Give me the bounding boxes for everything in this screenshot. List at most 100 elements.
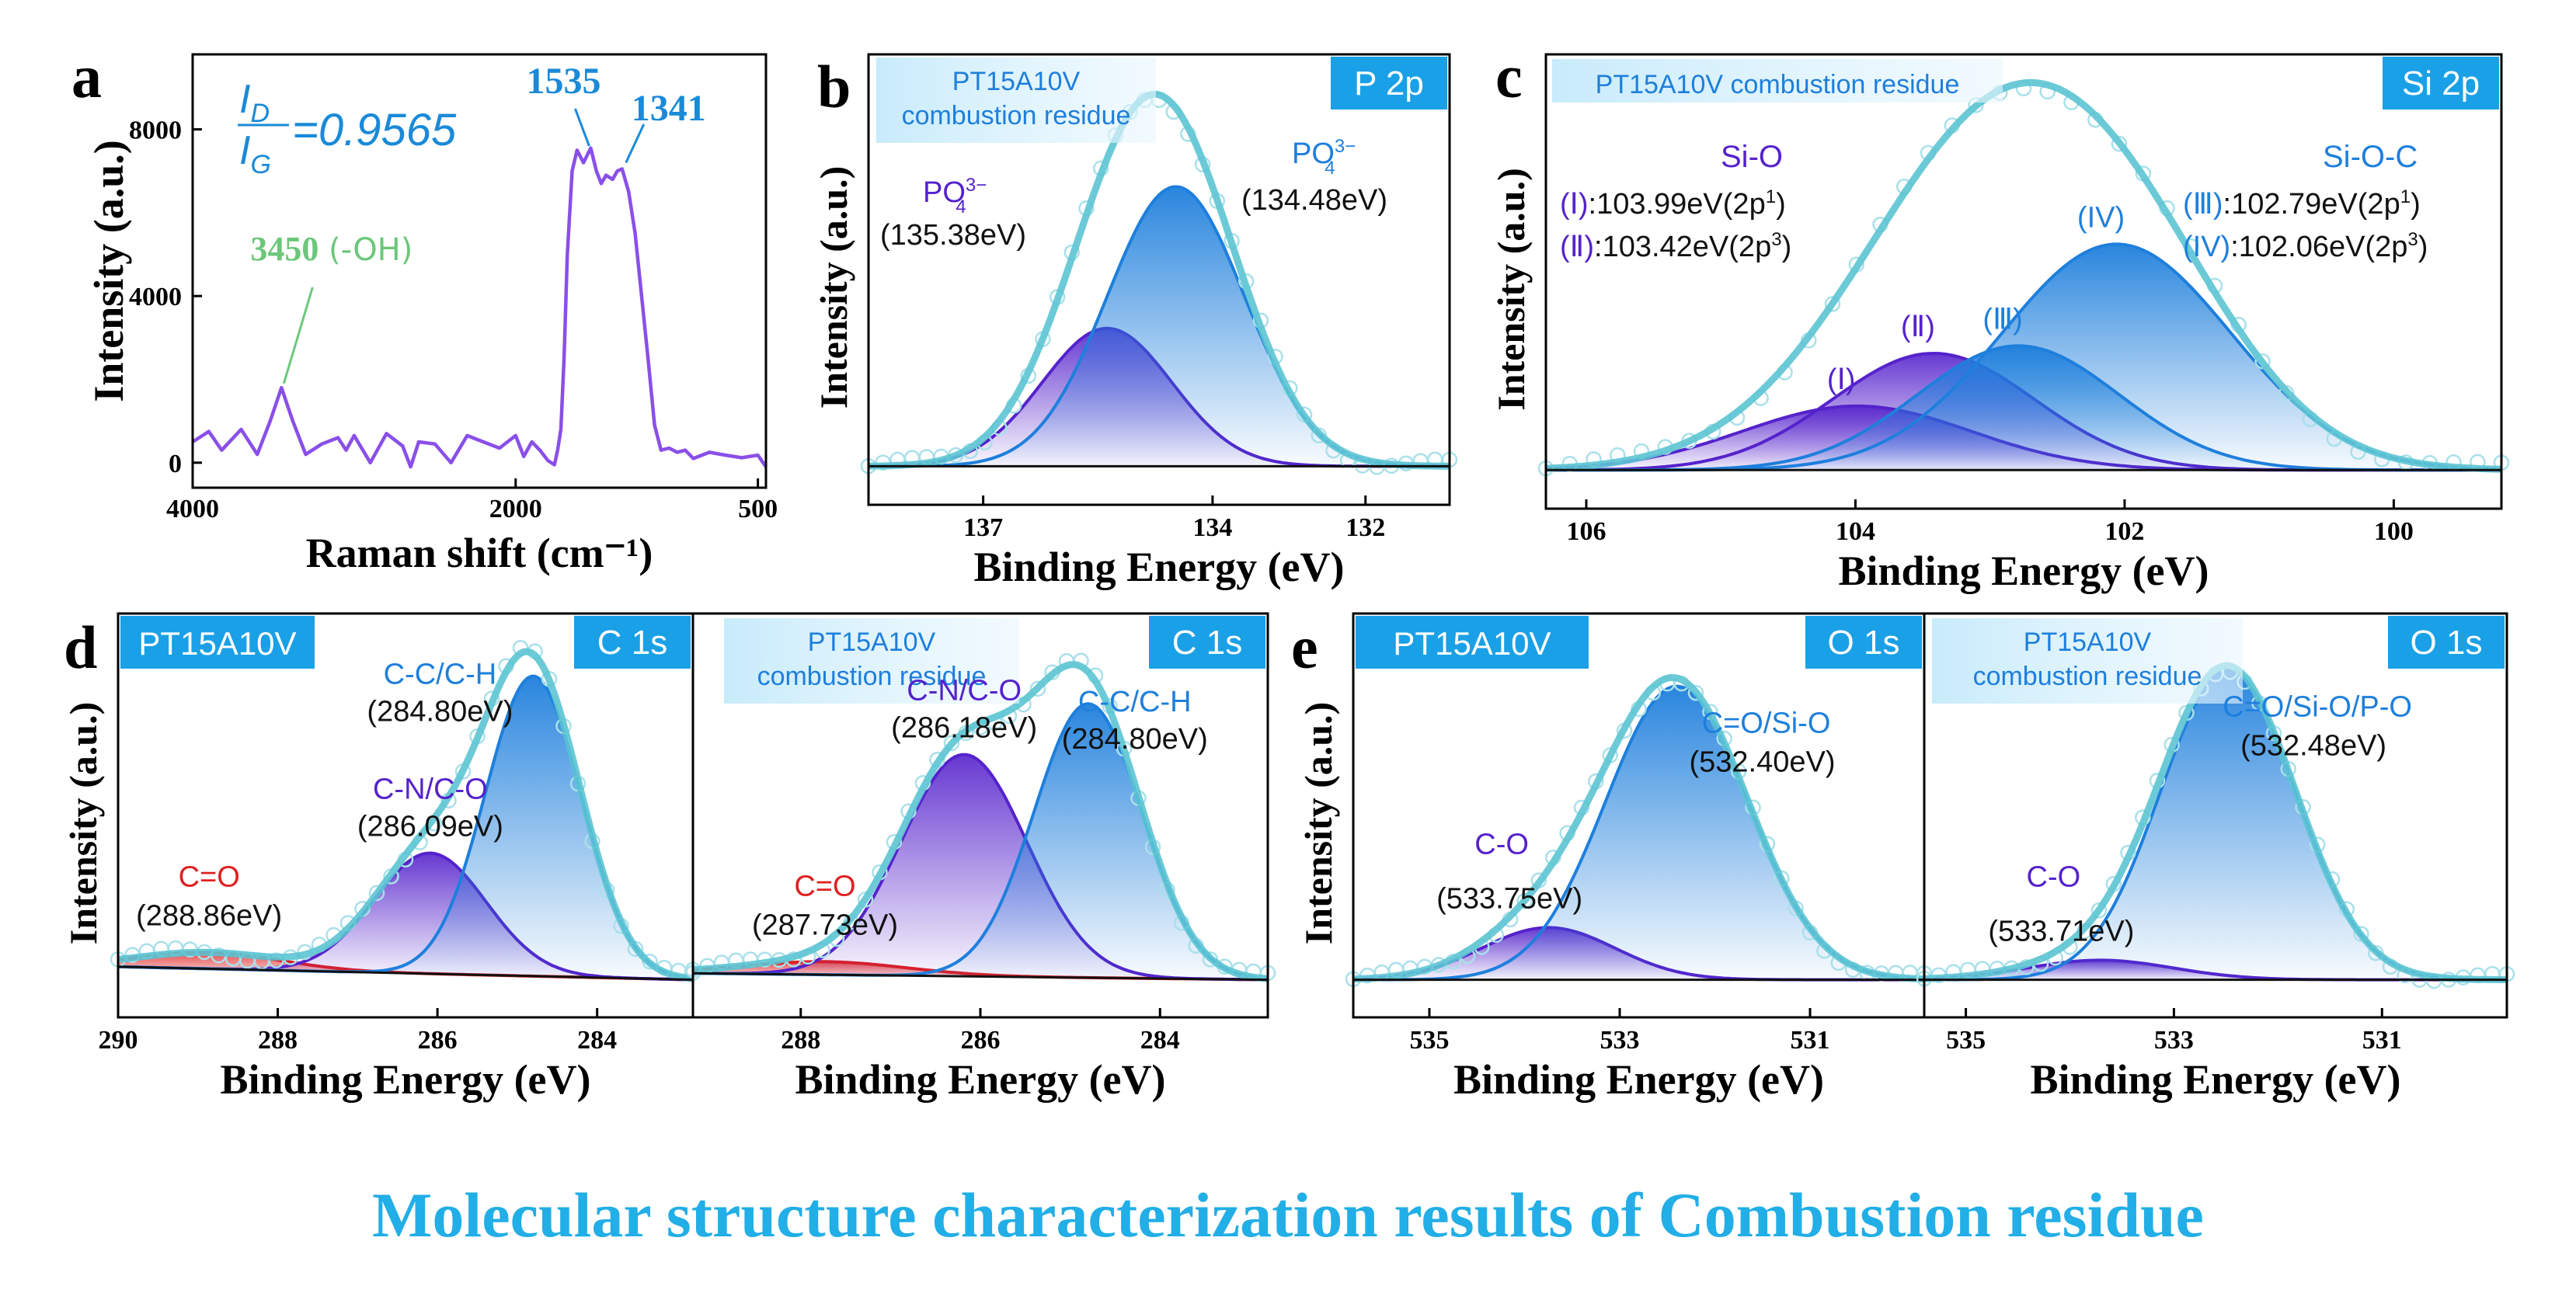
annotation-1535: 1535: [526, 61, 600, 102]
charge-sup: 3−: [1335, 136, 1356, 157]
raw-data-point: [1516, 893, 1533, 909]
x-tick-label: 286: [961, 1026, 1001, 1055]
x-axis-title: Binding Energy (eV): [220, 1056, 590, 1103]
sample-label-line-0: PT15A10V: [1393, 625, 1551, 662]
legend-right-sup: 3: [2407, 229, 2418, 250]
panel-letter-e: e: [1291, 614, 1318, 681]
charge-sup: 3−: [966, 175, 987, 196]
peak-fill-1: [1924, 669, 2507, 980]
peak-label-0: (135.38eV): [880, 219, 1026, 252]
element-label: O 1s: [1828, 624, 1900, 662]
legend-right-close: ): [2418, 231, 2428, 263]
peak-fill-2: [693, 704, 1268, 980]
element-label-box: [2388, 616, 2505, 669]
element-label-box: [1331, 57, 1447, 110]
peak-tag-1: (Ⅱ): [1901, 311, 1935, 343]
panel-c: 106 104 102 100 Binding Energy (eV) Intensity…: [1489, 53, 2510, 594]
sample-label-line-0: PT15A10V: [808, 627, 936, 657]
x-axis-title: Binding Energy (eV): [795, 1056, 1165, 1103]
legend-right-close: ): [2411, 188, 2421, 221]
peak-name-1: C=O/Si-O/P-O: [2223, 691, 2412, 724]
raw-data-point: [2090, 902, 2108, 919]
ratio-value: =0.9565: [292, 105, 457, 155]
peak-label-1: (134.48eV): [1241, 184, 1387, 217]
group-left-label: Si-O: [1721, 140, 1783, 174]
raman-spectrum-line: [191, 146, 768, 469]
legend-left-text: :103.99eV(2p: [1589, 188, 1766, 221]
x-axis-title: Binding Energy (eV): [2030, 1056, 2400, 1103]
x-tick-label: 284: [577, 1026, 617, 1055]
peak-label-0: (533.75eV): [1436, 882, 1582, 915]
fit-envelope: [1545, 78, 2502, 473]
peak-label-2: (284.80eV): [1062, 723, 1208, 756]
sample-label-box: [1356, 616, 1589, 669]
peak-tag-2: (Ⅲ): [1982, 303, 2023, 335]
legend-left-close: ): [1776, 188, 1786, 221]
peak-name-0: C-O: [1474, 828, 1529, 860]
annotation-3450-suffix: (-OH): [319, 232, 413, 268]
plot-frame: [191, 53, 768, 489]
peak-fill-1: [118, 853, 693, 980]
x-tick-label: 533: [2154, 1026, 2194, 1055]
raw-data-point: [1687, 684, 1704, 701]
panel-letter-c: c: [1495, 43, 1523, 110]
x-tick-label: 531: [1791, 1026, 1830, 1055]
annotation-3450: 3450 (-OH): [250, 230, 413, 268]
sample-label-line-0: PT15A10V: [2024, 627, 2152, 657]
peak-label-2: (284.80eV): [367, 696, 513, 728]
panel-letter-a: a: [71, 43, 102, 110]
x-axis-title: Binding Energy (eV): [1838, 548, 2209, 594]
fit-envelope: [117, 648, 694, 982]
element-label: P 2p: [1354, 64, 1424, 103]
x-tick-label: 2000: [489, 495, 542, 523]
legend-right-1: (IV):102.06eV(2p3): [2183, 229, 2428, 263]
legend-right-text: :102.79eV(2p: [2223, 188, 2400, 221]
x-tick-label: 535: [1946, 1026, 1986, 1055]
x-tick-label: 100: [2374, 517, 2414, 546]
peak-tag-3: (IV): [2077, 201, 2125, 234]
annotation-leader-3450: [282, 287, 314, 384]
fit-envelope: [868, 90, 1450, 470]
ratio-denominator: IG: [239, 128, 271, 179]
peak-label-1: (532.40eV): [1689, 746, 1835, 779]
raw-data-point: [642, 953, 658, 970]
x-tick-label: 531: [2362, 1026, 2402, 1055]
element-label: C 1s: [597, 624, 667, 662]
raw-data-point: [1824, 296, 1841, 312]
peak-label-1: (532.48eV): [2240, 730, 2386, 763]
raw-data-point: [2353, 926, 2369, 942]
raw-data-point: [2111, 135, 2128, 152]
element-label-box: [574, 616, 691, 669]
peak-fill-2: [118, 676, 693, 980]
sample-label-box: [876, 57, 1156, 143]
x-tick-label: 132: [1345, 513, 1385, 542]
peak-label-0: (287.73eV): [752, 909, 898, 941]
y-axis-title: Intensity (a.u.): [61, 702, 105, 945]
panel-letter-d: d: [64, 614, 97, 681]
legend-left-1: (Ⅱ):103.42eV(2p3): [1560, 229, 1791, 263]
x-tick-label: 535: [1410, 1026, 1450, 1055]
plot-frame: [1544, 53, 2503, 510]
x-axis-title: Binding Energy (eV): [1453, 1056, 1824, 1103]
x-tick-label: 284: [1140, 1026, 1180, 1055]
raw-data-point: [368, 885, 385, 902]
plot-frame: [1923, 612, 2508, 1019]
element-label: O 1s: [2411, 624, 2483, 662]
sample-label-line-0: PT15A10V combustion residue: [1596, 70, 1960, 99]
raw-data-point: [1029, 680, 1046, 697]
x-tick-label: 500: [738, 495, 778, 523]
figure-caption: Molecular structure characterization res…: [372, 1180, 2204, 1250]
annotation-leader-1535: [574, 108, 590, 147]
peak-fill-3: [1546, 244, 2501, 471]
x-axis-title: Binding Energy (eV): [973, 544, 1344, 590]
x-tick-label: 4000: [166, 495, 219, 523]
peak-name-2: C-C/C-H: [1078, 686, 1192, 718]
y-axis-title: Intensity (a.u.): [1297, 702, 1340, 945]
element-label: C 1s: [1172, 624, 1242, 662]
x-tick-label: 286: [418, 1026, 458, 1055]
